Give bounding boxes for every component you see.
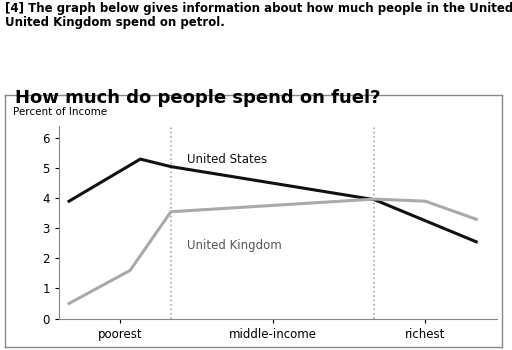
Text: [4] The graph below gives information about how much people in the United States: [4] The graph below gives information ab… <box>5 2 512 15</box>
Text: United Kingdom spend on petrol.: United Kingdom spend on petrol. <box>5 16 225 29</box>
Text: How much do people spend on fuel?: How much do people spend on fuel? <box>15 89 381 107</box>
Text: United Kingdom: United Kingdom <box>187 239 282 252</box>
Text: Percent of Income: Percent of Income <box>13 107 107 117</box>
Text: United States: United States <box>187 153 267 166</box>
